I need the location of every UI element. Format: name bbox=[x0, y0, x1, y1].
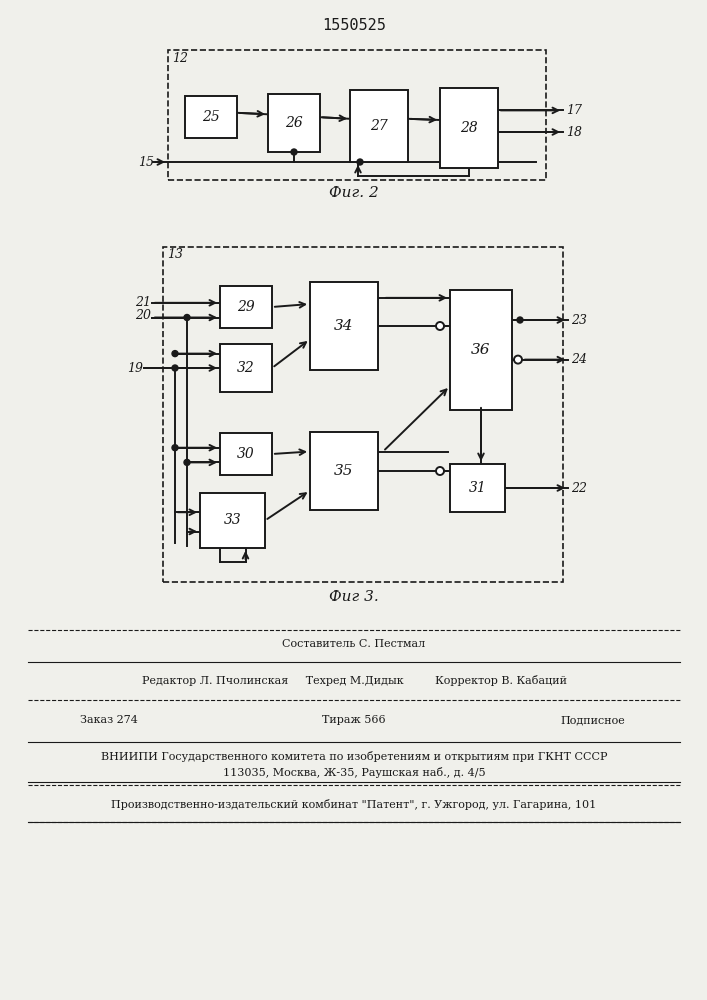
Bar bbox=[450, 290, 512, 410]
Text: 18: 18 bbox=[566, 125, 582, 138]
Text: 35: 35 bbox=[334, 464, 354, 478]
Bar bbox=[163, 247, 563, 582]
Text: 20: 20 bbox=[135, 309, 151, 322]
Circle shape bbox=[172, 445, 178, 451]
Text: 23: 23 bbox=[571, 314, 587, 326]
Circle shape bbox=[514, 356, 522, 364]
Circle shape bbox=[517, 317, 523, 323]
Text: 17: 17 bbox=[566, 104, 582, 117]
Circle shape bbox=[436, 467, 444, 475]
Text: 19: 19 bbox=[127, 361, 143, 374]
Text: 113035, Москва, Ж-35, Раушская наб., д. 4/5: 113035, Москва, Ж-35, Раушская наб., д. … bbox=[223, 766, 485, 778]
Bar bbox=[220, 286, 272, 328]
Text: 28: 28 bbox=[460, 121, 478, 135]
Text: 29: 29 bbox=[237, 300, 255, 314]
Bar bbox=[310, 432, 378, 510]
Circle shape bbox=[172, 351, 178, 357]
Bar bbox=[450, 464, 505, 512]
Text: 25: 25 bbox=[202, 110, 220, 124]
Text: ВНИИПИ Государственного комитета по изобретениям и открытиям при ГКНТ СССР: ВНИИПИ Государственного комитета по изоб… bbox=[101, 752, 607, 762]
Circle shape bbox=[291, 149, 297, 155]
Text: 1550525: 1550525 bbox=[322, 17, 386, 32]
Text: 21: 21 bbox=[135, 296, 151, 309]
Text: 34: 34 bbox=[334, 319, 354, 333]
Circle shape bbox=[172, 365, 178, 371]
Bar bbox=[440, 88, 498, 168]
Text: Фиг. 2: Фиг. 2 bbox=[329, 186, 379, 200]
Circle shape bbox=[184, 459, 190, 465]
Text: 22: 22 bbox=[571, 482, 587, 494]
Text: Фиг 3.: Фиг 3. bbox=[329, 590, 379, 604]
Text: Тираж 566: Тираж 566 bbox=[322, 715, 386, 725]
Bar bbox=[220, 344, 272, 392]
Text: 30: 30 bbox=[237, 447, 255, 461]
Bar bbox=[168, 50, 546, 180]
Text: 13: 13 bbox=[167, 248, 183, 261]
Bar bbox=[200, 493, 265, 548]
Text: 15: 15 bbox=[138, 155, 154, 168]
Text: 33: 33 bbox=[223, 514, 241, 528]
Text: Подписное: Подписное bbox=[560, 715, 625, 725]
Text: Производственно-издательский комбинат "Патент", г. Ужгород, ул. Гагарина, 101: Производственно-издательский комбинат "П… bbox=[112, 798, 597, 810]
Text: 31: 31 bbox=[469, 481, 486, 495]
Text: 32: 32 bbox=[237, 361, 255, 375]
Text: 12: 12 bbox=[172, 51, 188, 64]
Circle shape bbox=[436, 322, 444, 330]
Circle shape bbox=[184, 314, 190, 320]
Bar bbox=[268, 94, 320, 152]
Bar bbox=[185, 96, 237, 138]
Circle shape bbox=[357, 159, 363, 165]
Text: Составитель С. Пестмал: Составитель С. Пестмал bbox=[282, 639, 426, 649]
Text: Заказ 274: Заказ 274 bbox=[80, 715, 138, 725]
Text: 24: 24 bbox=[571, 353, 587, 366]
Bar bbox=[310, 282, 378, 370]
Text: 36: 36 bbox=[472, 343, 491, 357]
Text: Редактор Л. Пчолинская     Техред М.Дидык         Корректор В. Кабаций: Редактор Л. Пчолинская Техред М.Дидык Ко… bbox=[141, 674, 566, 686]
Text: 27: 27 bbox=[370, 119, 388, 133]
Text: 26: 26 bbox=[285, 116, 303, 130]
Bar bbox=[350, 90, 408, 162]
Bar bbox=[220, 433, 272, 475]
